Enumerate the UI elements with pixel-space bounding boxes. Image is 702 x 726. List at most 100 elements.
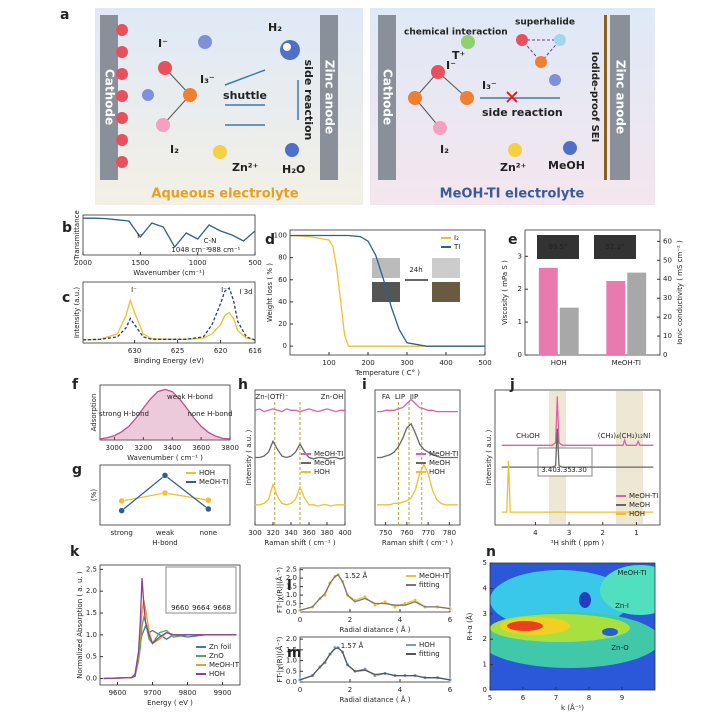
electrode — [100, 15, 118, 180]
y-tick-label: 40 — [278, 298, 287, 306]
legend-label: MeOH-IT — [209, 661, 240, 669]
species-label: I₂ — [170, 143, 179, 156]
y-tick-label: 1.0 — [86, 631, 97, 639]
y-tick-label: 20 — [278, 320, 287, 328]
legend-label: HOH — [209, 670, 225, 678]
y-axis-label: Weight loss ( % ) — [266, 263, 274, 322]
legend-label: fitting — [419, 581, 440, 589]
y-tick-label: 0 — [518, 351, 522, 359]
y-tick-label: 0.5 — [286, 600, 297, 608]
annotation: Zn-I — [615, 602, 629, 610]
electrode-label: Zinc anode — [323, 60, 337, 134]
electrode-label: Cathode — [103, 69, 117, 125]
x-tick-label: 6 — [448, 686, 453, 694]
x-tick-label: 1 — [634, 529, 638, 537]
x-tick-label: 8 — [587, 694, 591, 702]
x-axis-label: Radial diatance ( Å ) — [339, 695, 410, 704]
panel-letter: g — [72, 462, 82, 478]
x-tick-label: 9 — [620, 694, 624, 702]
y-tick-label: 1 — [518, 318, 522, 326]
annotation: 1048 cm⁻¹ — [171, 246, 208, 254]
x-tick-label: 3200 — [134, 444, 152, 452]
x-tick-label: 400 — [439, 359, 452, 367]
panel-bg — [370, 8, 655, 205]
x-tick-label: 4 — [398, 686, 403, 694]
x-tick-label: 4 — [533, 529, 538, 537]
y-tick-label: 2 — [518, 285, 522, 293]
x-tick-label: 500 — [478, 359, 491, 367]
legend-label: MeOH-TI — [314, 450, 343, 458]
heatmap-image — [490, 563, 655, 690]
photo — [432, 282, 460, 302]
annotation: IIP — [410, 393, 418, 401]
x-tick-label: 4 — [398, 616, 403, 624]
x-tick-label: 770 — [421, 529, 434, 537]
species-label: I⁻ — [158, 37, 168, 50]
legend-label: MeOH-IT — [419, 572, 450, 580]
x-tick-label: 0 — [298, 616, 302, 624]
annotation: 9668 — [213, 604, 231, 612]
process-label: side reaction — [302, 60, 315, 141]
y-tick-label: 2.5 — [86, 565, 97, 573]
species-label: I₃⁻ — [200, 73, 215, 86]
x-tick-label: 0 — [298, 686, 302, 694]
y-tick-label: 0.5 — [286, 667, 297, 675]
annotation: CH₃OH — [516, 432, 540, 440]
y2-tick-label: 30 — [663, 294, 672, 302]
legend-label: I₂ — [454, 234, 459, 242]
molecules — [408, 34, 577, 157]
panel-letter: c — [62, 290, 70, 306]
panel-letter: h — [238, 377, 248, 393]
annotation: 1.52 Å — [345, 571, 368, 580]
annotation: MeOH-TI — [617, 569, 646, 577]
annotation: 9664 — [192, 604, 210, 612]
y-tick-label: 0.0 — [86, 674, 97, 682]
electrode — [320, 15, 338, 180]
y-axis-label: Intensity ( a.u. ) — [485, 429, 493, 485]
species-label: MeOH — [548, 159, 585, 172]
series-line — [82, 287, 256, 341]
photo — [432, 258, 460, 278]
process-label: side reaction — [482, 106, 563, 119]
plot-frame — [82, 281, 256, 344]
annotation: none H-bond — [187, 410, 232, 418]
y-axis-label: Intensity ( a.u. ) — [245, 429, 253, 485]
annotation: strong H-bond — [99, 410, 149, 418]
y2-tick-label: 10 — [663, 332, 672, 340]
x-tick-label: 380 — [320, 529, 333, 537]
legend-label: MeOH-TI — [199, 478, 228, 486]
x-tick-label: 616 — [248, 347, 262, 355]
legend-label: HOH — [429, 468, 445, 476]
y-axis-label: FT-|χ(R)|(Å⁻³) — [275, 636, 284, 682]
process-label: shuttle — [223, 89, 267, 102]
y2-tick-label: 20 — [663, 313, 672, 321]
series-line — [82, 298, 256, 341]
annotation: I⁻ — [137, 232, 143, 240]
series-line — [299, 646, 451, 681]
photo — [372, 258, 400, 278]
plot-frame — [489, 562, 656, 691]
panel-letter: m — [287, 645, 302, 661]
legend-label: MeOH — [429, 459, 450, 467]
y-tick-label: 2.0 — [286, 574, 297, 582]
plot-frame — [99, 464, 231, 526]
x-tick-label: 9600 — [109, 689, 127, 697]
electrode — [378, 15, 396, 180]
series-line — [377, 422, 458, 459]
caption: MeOH-TI electrolyte — [440, 187, 585, 202]
species-label: I⁻ — [446, 59, 456, 72]
series-line — [290, 234, 485, 347]
y-axis-label: R+α (Å) — [465, 612, 474, 640]
plot-frame — [99, 564, 241, 686]
y2-tick-label: 60 — [663, 237, 672, 245]
panel-bg — [95, 8, 363, 205]
annotation: I⁻ — [221, 286, 227, 294]
y-tick-label: 0.0 — [286, 608, 297, 616]
x-tick-label: 9800 — [179, 689, 197, 697]
y-tick-label: 4 — [483, 584, 488, 592]
legend-label: HOH — [314, 468, 330, 476]
y-tick-label: 0 — [483, 686, 487, 694]
plot-frame — [99, 384, 231, 441]
x-tick-label: 360 — [302, 529, 315, 537]
x-tick-label: 6 — [448, 616, 453, 624]
